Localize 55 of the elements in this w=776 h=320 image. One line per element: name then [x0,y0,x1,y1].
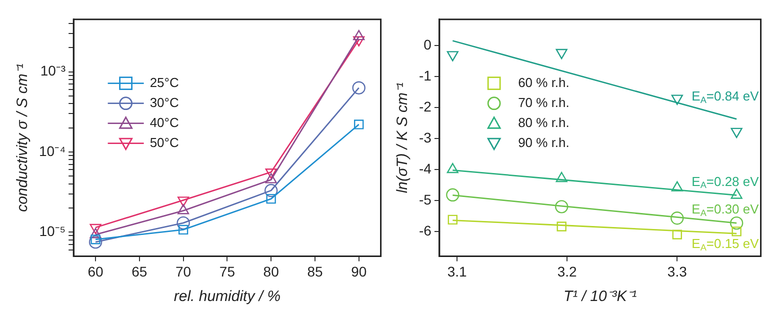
y-tick-label: 0 [424,36,432,53]
y-tick-label: 10⁻⁴ [38,142,66,159]
point [353,30,365,40]
point [354,120,364,130]
x-tick-label: 60 [88,263,104,280]
point [90,228,102,238]
legend-label: 90 % r.h. [518,134,570,150]
y-tick-label: -3 [418,129,432,146]
point [265,173,277,184]
point [730,216,744,230]
x-axis-title: rel. humidity / % [174,288,281,306]
y-tick-label: 10⁻⁵ [39,222,66,239]
y-tick-label: -1 [418,68,432,84]
legend-label: 40°C [150,114,179,130]
x-tick-label: 3.2 [557,263,578,280]
point [555,200,568,214]
point [446,51,458,62]
point [732,226,742,236]
point [448,214,458,225]
y-axis-title: conductivity σ / S cm⁻¹ [14,64,32,212]
y-tick-label: -2 [418,98,432,114]
point [88,235,102,249]
point [670,212,684,225]
legend-label: 30°C [150,94,179,110]
point [264,184,278,198]
x-tick-label: 80 [263,263,280,280]
point [178,224,188,235]
x-tick-label: 85 [307,263,323,280]
legend-label: 50°C [150,134,179,150]
point [556,48,568,60]
point [446,188,460,202]
point [672,230,682,240]
legend-label: 60 % r.h. [518,74,570,90]
point [671,94,683,105]
legend-label: 25°C [150,74,179,90]
x-tick-label: 70 [176,263,192,280]
y-tick-label: -6 [418,222,432,238]
legend-label: 70 % r.h. [518,94,570,110]
legend-label: 80 % r.h. [518,114,570,130]
x-tick-label: 65 [132,263,148,280]
y-tick-label: 10⁻³ [40,62,66,79]
x-tick-label: 75 [219,263,236,280]
point [178,204,190,214]
point [266,194,276,204]
point [556,222,566,232]
y-tick-label: -5 [418,191,432,208]
point [352,81,366,94]
point [176,216,190,230]
x-tick-label: 90 [351,263,367,280]
x-tick-label: 3.3 [667,263,688,280]
y-axis-title: ln(σT) / K S cm⁻¹ [394,82,412,194]
x-tick-label: 3.1 [447,263,467,280]
point [730,128,742,138]
x-axis-title: T¹ / 10⁻³K⁻¹ [563,288,637,306]
y-tick-label: -4 [418,160,432,176]
